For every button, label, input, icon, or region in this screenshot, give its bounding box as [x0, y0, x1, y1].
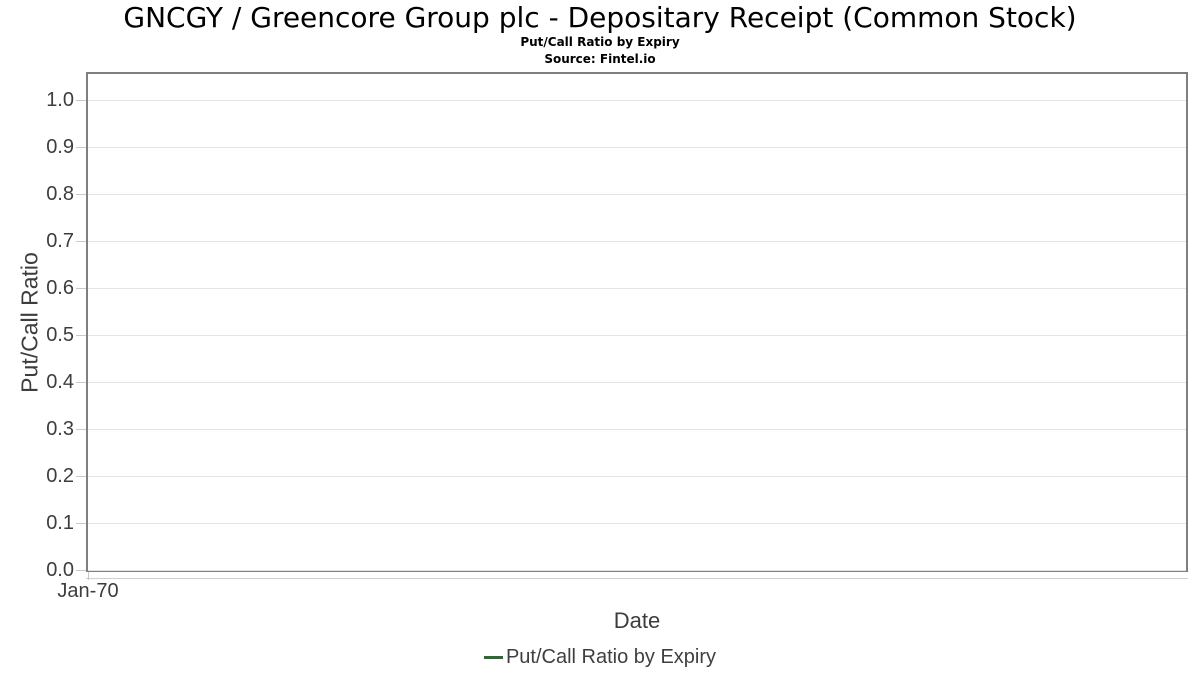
legend: Put/Call Ratio by Expiry: [0, 646, 1200, 668]
y-tick-label: 0.4: [46, 370, 74, 393]
y-tick-label: 0.0: [46, 559, 74, 581]
y-tick-mark: [76, 99, 86, 101]
y-tick-mark: [76, 381, 86, 383]
y-tick-mark: [76, 475, 86, 477]
chart-source: Source: Fintel.io: [544, 52, 656, 66]
y-gridline: [88, 428, 1186, 430]
y-tick-label: 0.1: [46, 511, 74, 534]
y-gridline: [88, 287, 1186, 289]
y-gridline: [88, 193, 1186, 195]
y-tick-mark: [76, 428, 86, 430]
chart-subtitle: Put/Call Ratio by Expiry: [520, 35, 680, 49]
y-gridline: [88, 99, 1186, 101]
y-tick-mark: [76, 287, 86, 289]
x-axis-line: [86, 578, 1188, 579]
y-gridline: [88, 381, 1186, 383]
legend-label: Put/Call Ratio by Expiry: [505, 646, 717, 668]
legend-item-put-call-ratio[interactable]: Put/Call Ratio by Expiry: [483, 646, 717, 668]
y-gridline: [88, 570, 1186, 571]
y-tick-label: 0.9: [46, 135, 74, 158]
x-tick-label: Jan-70: [57, 580, 119, 602]
y-tick-label: 1.0: [46, 88, 74, 111]
y-tick-label: 0.5: [46, 323, 74, 346]
x-axis-title: Date: [613, 608, 661, 633]
chart-title: GNCGY / Greencore Group plc - Depositary…: [123, 1, 1077, 34]
y-tick-label: 0.3: [46, 417, 74, 440]
y-gridline: [88, 475, 1186, 477]
y-gridline: [88, 334, 1186, 336]
y-tick-label: 0.8: [46, 182, 74, 205]
y-tick-label: 0.2: [46, 464, 74, 487]
x-tick-mark: [88, 572, 89, 580]
y-gridline: [88, 522, 1186, 524]
y-tick-label: 0.7: [46, 229, 74, 252]
y-tick-mark: [76, 193, 86, 195]
y-tick-label: 0.6: [46, 276, 74, 299]
legend-line-marker: [483, 655, 503, 659]
plot-area: 0.0 0.1 0.2 0.3 0.4 0.5 0.6 0.7 0.8 0.9 1.0: [46, 72, 1188, 581]
y-tick-mark: [76, 334, 86, 336]
y-tick-mark: [76, 570, 86, 571]
y-gridline: [88, 146, 1186, 148]
y-tick-mark: [76, 146, 86, 148]
y-tick-mark: [76, 240, 86, 242]
y-gridline: [88, 240, 1186, 242]
y-tick-mark: [76, 522, 86, 524]
